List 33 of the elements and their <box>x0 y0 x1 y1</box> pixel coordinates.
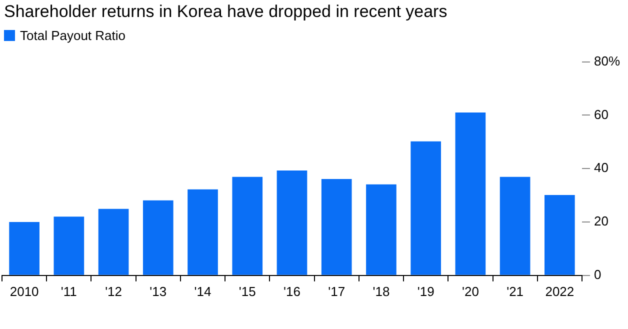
y-tick-label: 0 <box>594 266 602 282</box>
bar <box>98 208 129 275</box>
bar <box>9 222 40 275</box>
x-tick-label: '21 <box>506 284 524 299</box>
x-tick-label: '20 <box>462 284 479 299</box>
x-tick-label: 2010 <box>10 284 39 299</box>
y-tick-label: 80% <box>594 53 620 68</box>
x-tick-label: '12 <box>105 284 122 299</box>
bar <box>455 112 486 275</box>
y-tick-label: 20 <box>594 214 608 229</box>
chart-title: Shareholder returns in Korea have dropped in recent years <box>4 2 448 22</box>
bar <box>232 176 263 275</box>
x-tick-label: '13 <box>150 284 167 299</box>
x-tick-label: '15 <box>238 284 256 299</box>
legend-label: Total Payout Ratio <box>20 28 126 43</box>
x-tick-label: '11 <box>60 284 77 299</box>
x-tick-label: '16 <box>284 284 300 299</box>
bar <box>54 216 84 275</box>
bar <box>276 170 308 275</box>
bar <box>366 184 396 275</box>
bar <box>500 176 530 275</box>
bar <box>188 189 218 275</box>
x-tick-label: '17 <box>328 284 346 299</box>
bar <box>544 195 575 275</box>
y-tick-label: 40 <box>594 160 608 176</box>
bar <box>410 141 441 275</box>
x-tick-label: '19 <box>417 284 434 299</box>
y-tick-label: 60 <box>594 106 608 122</box>
x-tick-label: '18 <box>372 284 390 299</box>
x-tick-label: '14 <box>194 284 212 299</box>
x-tick-label: 2022 <box>545 284 574 299</box>
bar <box>321 179 352 275</box>
bar <box>142 200 174 275</box>
